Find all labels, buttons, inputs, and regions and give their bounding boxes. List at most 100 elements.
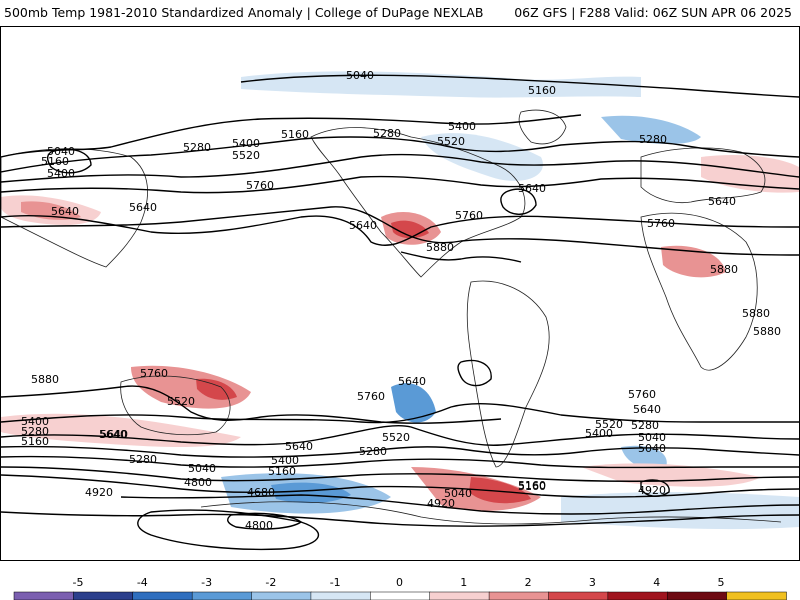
clabel: 5160 bbox=[518, 479, 546, 492]
map-panel: 5040 5160 5040 5160 5400 5280 5400 5520 … bbox=[0, 26, 800, 561]
clabel: 5400 bbox=[271, 454, 299, 467]
colorbar-tick-label: 0 bbox=[396, 576, 403, 589]
clabel: 5280 bbox=[639, 133, 667, 146]
clabel: 5040 bbox=[47, 145, 75, 158]
anomaly-blue-indian bbox=[621, 445, 667, 469]
clabel: 5760 bbox=[647, 217, 675, 230]
anomaly-red-africa bbox=[661, 245, 726, 278]
anomaly-red-southamerica-core bbox=[469, 477, 531, 504]
contour-5640-north bbox=[1, 215, 799, 246]
contour-5760-north bbox=[1, 206, 799, 256]
contour-closed-pacific bbox=[457, 359, 492, 387]
colorbar-segment bbox=[13, 591, 75, 600]
clabel: 5400 bbox=[232, 137, 260, 150]
clabel: 5640 bbox=[129, 201, 157, 214]
colorbar-segment bbox=[73, 591, 134, 600]
clabel: 5040 bbox=[188, 462, 216, 475]
anomaly-blue-pacific bbox=[391, 383, 436, 423]
clabel: 5640 bbox=[633, 403, 661, 416]
contour-4680-south bbox=[227, 512, 303, 530]
clabel: 5280 bbox=[359, 445, 387, 458]
coast-asia bbox=[1, 148, 148, 268]
colorbar-tick-label: -3 bbox=[201, 576, 212, 589]
clabel: 5280 bbox=[631, 419, 659, 432]
colorbar-tick-label: -2 bbox=[265, 576, 276, 589]
contour-5040-south bbox=[120, 494, 799, 515]
clabel: 5400 bbox=[21, 415, 49, 428]
colorbar-ticks: -5 -4 -3 -2 -1 0 1 2 3 4 5 bbox=[73, 576, 725, 589]
clabel: 5520 bbox=[595, 418, 623, 431]
clabel: 4800 bbox=[184, 476, 212, 489]
contour-5400-north bbox=[1, 153, 799, 183]
clabel: 5880 bbox=[710, 263, 738, 276]
coast-north-america bbox=[310, 127, 526, 278]
clabel: 5040 bbox=[444, 487, 472, 500]
title-right: 06Z GFS | F288 Valid: 06Z SUN APR 06 202… bbox=[514, 5, 792, 20]
clabel: 5280 bbox=[183, 141, 211, 154]
clabel: 5160 bbox=[281, 128, 309, 141]
clabel: 5760 bbox=[357, 390, 385, 403]
clabel: 5760 bbox=[628, 388, 656, 401]
clabel: 5280 bbox=[21, 425, 49, 438]
clabel: 5160 bbox=[268, 465, 296, 478]
clabel: 5880 bbox=[31, 373, 59, 386]
contour-5520-north bbox=[1, 175, 799, 194]
clabel: 5640 bbox=[349, 219, 377, 232]
contour-closed-asia bbox=[46, 148, 92, 174]
contour-5640-south bbox=[1, 424, 799, 446]
clabel: 5040 bbox=[638, 442, 666, 455]
contour-labels: 5040 5160 5040 5160 5400 5280 5400 5520 … bbox=[21, 69, 781, 532]
colorbar-segment bbox=[548, 591, 609, 600]
clabel: 4920 bbox=[427, 497, 455, 510]
colorbar-segment bbox=[370, 591, 431, 600]
clabel: 5520 bbox=[437, 135, 465, 148]
title-left: 500mb Temp 1981-2010 Standardized Anomal… bbox=[4, 5, 484, 20]
clabel: 5640 bbox=[99, 428, 127, 441]
clabel: 4920 bbox=[638, 484, 666, 497]
colorbar-tick-label: 3 bbox=[589, 576, 596, 589]
contour-4800-south bbox=[137, 509, 320, 551]
contour-closed-southatl bbox=[640, 479, 670, 497]
colorbar-segments bbox=[13, 591, 787, 600]
contour-5880-south bbox=[1, 385, 502, 424]
contour-5280-north bbox=[1, 136, 799, 173]
coast-greenland bbox=[518, 109, 567, 145]
contour-5160-south bbox=[1, 474, 799, 498]
contour-5160-north bbox=[1, 114, 582, 158]
clabel: 5160 bbox=[21, 435, 49, 448]
anomaly-blue-south-core bbox=[271, 482, 351, 504]
clabel: 5040 bbox=[346, 69, 374, 82]
contour-5520-south bbox=[1, 445, 799, 458]
clabel: 5160 bbox=[528, 84, 556, 97]
anomaly-red-pacific-band bbox=[1, 413, 241, 447]
clabel: 5880 bbox=[426, 241, 454, 254]
clabel: 5520 bbox=[382, 431, 410, 444]
colorbar-tick-label: -1 bbox=[330, 576, 341, 589]
anomaly-blue-namerica bbox=[421, 133, 543, 181]
colorbar-tick-label: 2 bbox=[525, 576, 532, 589]
clabel: 5640 bbox=[285, 440, 313, 453]
colorbar-tick-label: -4 bbox=[137, 576, 148, 589]
clabel: 5640 bbox=[708, 195, 736, 208]
colorbar: -5 -4 -3 -2 -1 0 1 2 3 4 5 bbox=[13, 576, 787, 600]
colorbar-tick-label: -5 bbox=[73, 576, 84, 589]
clabel: 5160 bbox=[518, 480, 546, 493]
clabel: 5640 bbox=[100, 428, 128, 441]
contour-5760-south bbox=[1, 403, 799, 424]
anomaly-blue-arctic bbox=[241, 71, 641, 98]
clabel: 5400 bbox=[47, 167, 75, 180]
clabel: 5760 bbox=[455, 209, 483, 222]
clabel: 5760 bbox=[140, 367, 168, 380]
clabel: 5280 bbox=[373, 127, 401, 140]
coast-south-america bbox=[466, 280, 550, 468]
clabel: 5880 bbox=[742, 307, 770, 320]
clabel: 5760 bbox=[246, 179, 274, 192]
clabel: 4920 bbox=[85, 486, 113, 499]
anomaly-blue-antarctic bbox=[561, 492, 799, 530]
anomaly-blue-europe bbox=[601, 115, 701, 144]
colorbar-segment bbox=[191, 591, 253, 600]
anomaly-red-europe bbox=[701, 155, 799, 193]
colorbar-tick-label: 1 bbox=[460, 576, 467, 589]
contour-5400-south bbox=[1, 455, 799, 469]
clabel: 5040 bbox=[638, 431, 666, 444]
